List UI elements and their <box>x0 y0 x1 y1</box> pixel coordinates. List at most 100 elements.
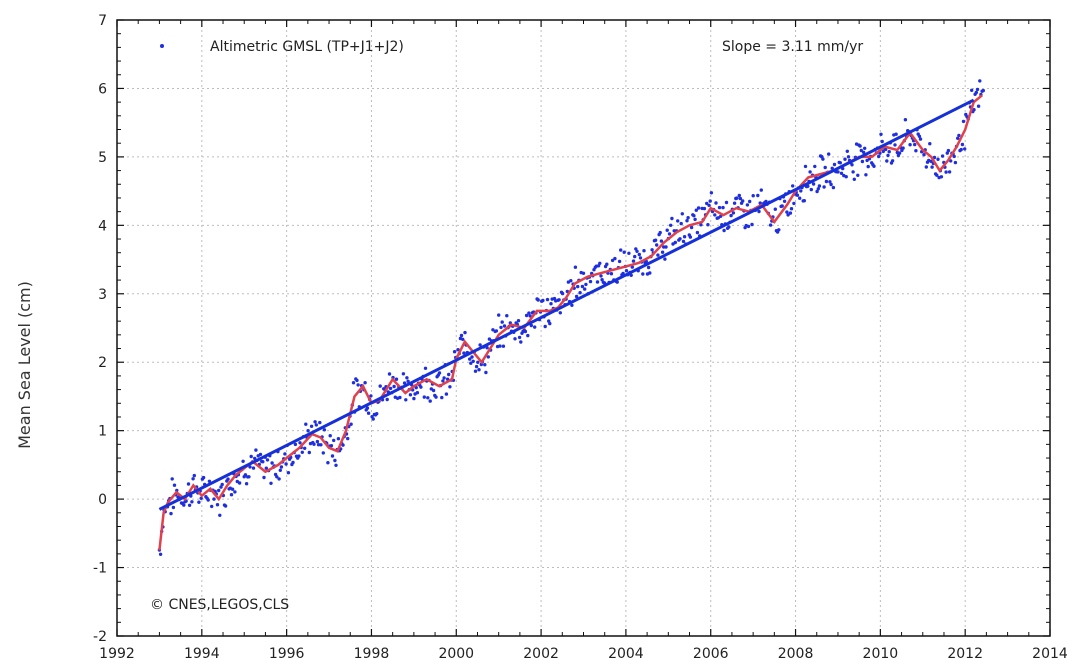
slope-annotation: Slope = 3.11 mm/yr <box>722 39 863 55</box>
data-point <box>735 196 739 200</box>
data-point <box>831 185 836 190</box>
data-point <box>523 329 528 334</box>
y-tick-label: -2 <box>93 629 107 645</box>
data-point <box>363 381 367 385</box>
data-point <box>474 364 479 369</box>
data-point <box>705 201 709 206</box>
data-point <box>659 239 664 243</box>
data-point <box>197 500 201 504</box>
data-point <box>646 265 651 270</box>
data-point <box>422 395 426 399</box>
data-point <box>375 412 379 416</box>
data-point <box>887 150 891 154</box>
data-point <box>501 344 506 348</box>
data-point <box>332 438 336 443</box>
legend-marker <box>160 44 164 48</box>
data-point <box>186 482 191 486</box>
data-point <box>517 335 522 340</box>
data-point <box>802 199 806 203</box>
data-point <box>890 159 895 163</box>
data-point <box>944 170 948 174</box>
data-point <box>304 422 308 426</box>
data-point <box>548 321 552 326</box>
data-point <box>321 451 325 455</box>
data-point <box>605 262 609 266</box>
data-point <box>573 265 578 269</box>
data-point <box>859 148 863 153</box>
data-point <box>206 498 210 502</box>
data-point <box>846 155 851 159</box>
x-tick-label: 2006 <box>693 646 729 662</box>
data-point <box>795 193 800 197</box>
data-point <box>583 287 587 291</box>
data-point <box>638 256 643 260</box>
data-point <box>811 182 816 186</box>
data-point <box>251 466 256 470</box>
data-point <box>570 303 574 307</box>
data-point <box>314 423 318 427</box>
x-tick-label: 1998 <box>354 646 390 662</box>
data-point <box>886 153 890 158</box>
data-point <box>642 249 646 253</box>
data-point <box>599 274 603 278</box>
data-point <box>935 173 939 177</box>
x-tick-labels: 1992 1994 1996 1998 2000 2002 2004 2006 2008 2010… <box>99 646 1068 662</box>
data-point <box>329 444 334 448</box>
data-point <box>824 179 829 184</box>
data-point <box>528 314 532 318</box>
data-point <box>680 212 684 216</box>
data-point <box>816 187 820 191</box>
data-point <box>960 142 965 147</box>
data-point <box>777 228 781 232</box>
data-point <box>866 164 870 169</box>
data-point <box>371 417 375 421</box>
data-point <box>658 230 662 235</box>
data-point <box>297 454 301 458</box>
data-point <box>863 146 867 150</box>
data-point <box>836 170 840 174</box>
x-tick-label: 1996 <box>269 646 305 662</box>
data-points <box>157 79 985 556</box>
data-point <box>497 313 501 317</box>
data-point <box>349 422 353 426</box>
data-point <box>929 159 933 163</box>
data-point <box>598 261 602 265</box>
data-point <box>478 343 482 347</box>
data-point <box>369 394 373 398</box>
data-point <box>695 230 700 235</box>
data-point <box>609 272 614 276</box>
data-point <box>595 280 600 284</box>
data-point <box>220 482 224 487</box>
data-point <box>326 461 330 465</box>
data-point <box>952 154 956 159</box>
x-tick-label: 2002 <box>523 646 559 662</box>
data-point <box>732 201 737 205</box>
data-point <box>398 395 402 400</box>
data-point <box>782 199 787 203</box>
data-point <box>452 350 457 354</box>
data-point <box>633 254 637 259</box>
data-point <box>828 180 832 184</box>
data-point <box>502 324 507 328</box>
data-point <box>419 385 423 389</box>
data-point <box>262 475 266 480</box>
data-point <box>578 291 582 295</box>
data-point <box>745 203 750 207</box>
data-point <box>190 500 194 504</box>
data-point <box>485 346 489 350</box>
data-point <box>569 279 573 283</box>
data-point <box>576 284 580 289</box>
data-point <box>170 477 174 481</box>
y-axis-label: Mean Sea Level (cm) <box>15 281 34 449</box>
data-point <box>641 272 645 276</box>
data-point <box>333 458 337 463</box>
data-point <box>629 273 633 277</box>
data-point <box>307 450 311 455</box>
data-point <box>789 207 794 211</box>
data-point <box>976 104 981 108</box>
data-point <box>404 398 408 402</box>
data-point <box>884 147 888 152</box>
data-point <box>192 473 196 478</box>
data-point <box>727 225 731 229</box>
data-point <box>315 439 320 444</box>
